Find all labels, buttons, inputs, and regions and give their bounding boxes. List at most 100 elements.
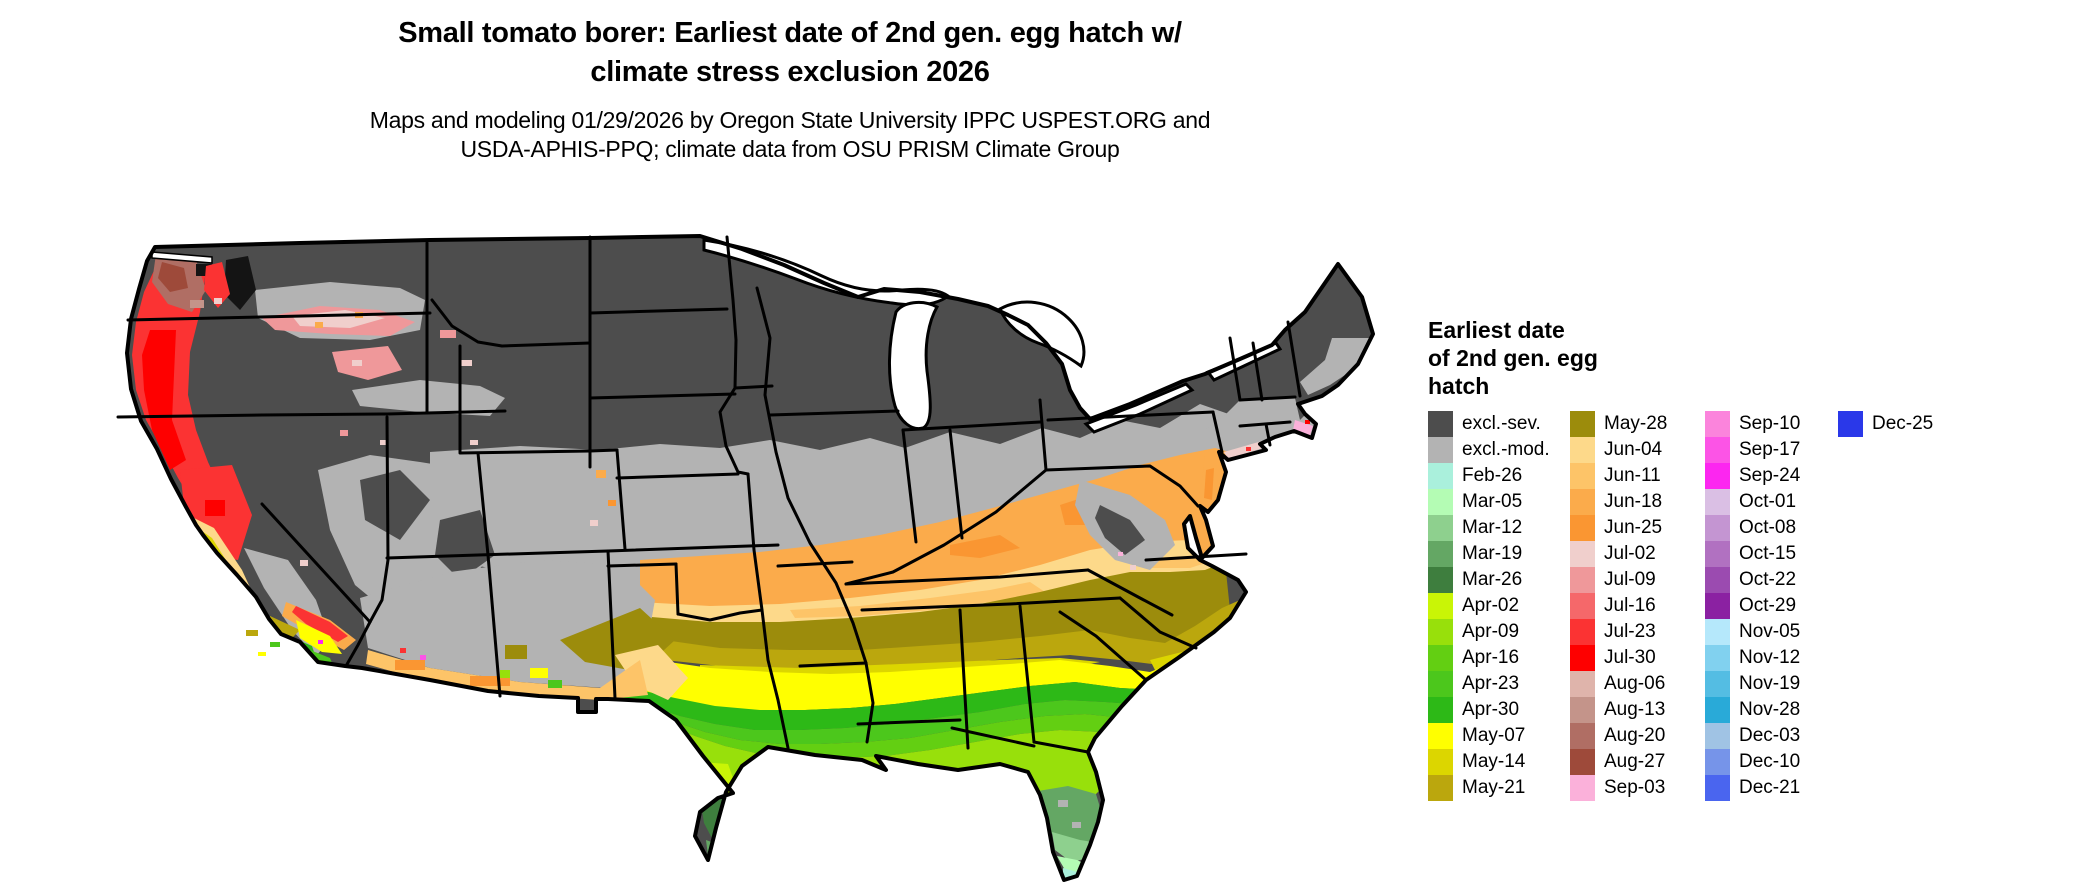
legend-swatch-sep10: [1705, 411, 1730, 437]
legend-row: Mar-12: [1428, 515, 1570, 541]
region-florida-gray-speck: [1058, 800, 1068, 807]
legend-label: Aug-27: [1604, 751, 1666, 772]
region-maine-coast-gray: [1300, 338, 1370, 395]
legend-swatch-dec03: [1705, 723, 1730, 749]
region-ncal-red-core: [205, 500, 225, 516]
legend-swatch-nov19: [1705, 671, 1730, 697]
legend-label: Apr-09: [1462, 621, 1520, 642]
region-socal-magenta-speck: [318, 640, 323, 644]
legend-label: Aug-13: [1604, 699, 1666, 720]
legend-row: Dec-10: [1705, 749, 1838, 775]
region-jun11-patch: [790, 582, 1045, 618]
legend-swatch-mar05: [1428, 489, 1453, 515]
legend-title-line-1: Earliest date: [1428, 317, 1565, 343]
region-border-magenta-speck: [420, 655, 426, 660]
legend-row: Mar-19: [1428, 541, 1570, 567]
region-frontrange-orange-speck: [608, 500, 616, 506]
legend-swatch-dec10: [1705, 749, 1730, 775]
legend-row: Sep-10: [1705, 411, 1838, 437]
legend-label: Mar-05: [1462, 491, 1523, 512]
region-apr30-band: [612, 672, 1200, 730]
legend-row: Oct-22: [1705, 567, 1838, 593]
region-border-orange: [395, 660, 425, 670]
page-title: Small tomato borer: Earliest date of 2nd…: [0, 14, 1580, 92]
legend-title-line-2: of 2nd gen. egg: [1428, 345, 1598, 371]
header: Small tomato borer: Earliest date of 2nd…: [0, 14, 1580, 164]
legend-label: Sep-17: [1739, 439, 1801, 460]
legend-row: Mar-26: [1428, 567, 1570, 593]
legend-swatch-jul30: [1570, 645, 1595, 671]
region-neoregon-pink-speck: [352, 360, 362, 366]
legend-swatch-excl_sev: [1428, 411, 1453, 437]
legend-row: Oct-01: [1705, 489, 1838, 515]
region-idaho-pink-speck: [460, 360, 472, 366]
legend-row: Feb-26: [1428, 463, 1570, 489]
legend-label: Jun-25: [1604, 517, 1663, 538]
legend-row: Jul-02: [1570, 541, 1705, 567]
legend-swatch-sep17: [1705, 437, 1730, 463]
region-coast-red: [132, 262, 232, 528]
region-jun04-band: [640, 536, 1225, 626]
region-cavalley-may21: [234, 630, 258, 676]
legend-swatch-aug20: [1570, 723, 1595, 749]
legend-label: Jul-30: [1604, 647, 1656, 668]
state-borders: [116, 235, 1302, 754]
region-nevada-dark-patch: [360, 470, 430, 540]
legend-swatch-mar19: [1428, 541, 1453, 567]
legend-row: Nov-19: [1705, 671, 1838, 697]
legend-label: Jun-11: [1604, 465, 1661, 486]
legend-row: Apr-16: [1428, 645, 1570, 671]
legend-label: May-21: [1462, 777, 1526, 798]
legend-label: excl.-sev.: [1462, 413, 1541, 434]
legend-row: Jul-23: [1570, 619, 1705, 645]
legend-swatch-jun04: [1570, 437, 1595, 463]
region-puget-red: [204, 262, 230, 308]
legend-row: Jun-11: [1570, 463, 1705, 489]
legend-swatch-jul23: [1570, 619, 1595, 645]
legend-label: Jun-04: [1604, 439, 1663, 460]
subtitle-line-1: Maps and modeling 01/29/2026 by Oregon S…: [369, 107, 1211, 133]
legend-swatch-may28: [1570, 411, 1595, 437]
region-capecod-red-speck: [1305, 420, 1310, 424]
legend-label: Jul-23: [1604, 621, 1656, 642]
legend-row: Dec-25: [1838, 411, 1933, 437]
region-frontrange-pink-speck: [590, 520, 598, 526]
region-seaz-green: [500, 670, 510, 678]
region-columbia-orange-speck: [315, 322, 323, 328]
legend-label: Apr-16: [1462, 647, 1520, 668]
legend-label: Dec-10: [1739, 751, 1801, 772]
lake-huron: [998, 300, 1086, 369]
region-apr23-band: [625, 690, 1185, 744]
region-cascades-dark: [224, 256, 256, 310]
region-may07-band: [605, 645, 1215, 710]
legend-swatch-nov12: [1705, 645, 1730, 671]
legend-swatch-jun11: [1570, 463, 1595, 489]
legend-label: Nov-28: [1739, 699, 1801, 720]
legend-row: May-28: [1570, 411, 1705, 437]
legend-swatch-dec25: [1838, 411, 1863, 437]
legend-label: Dec-25: [1872, 413, 1934, 434]
legend-column: May-28 Jun-04 Jun-11 Jun-18 Jun-25 Jul-02 Jul-…: [1570, 411, 1705, 801]
legend-label: Sep-10: [1739, 413, 1801, 434]
legend-label: Sep-24: [1739, 465, 1801, 486]
island-patch: [258, 652, 266, 656]
legend-label: Mar-12: [1462, 517, 1523, 538]
legend-swatch-mar26: [1428, 567, 1453, 593]
legend-row: Aug-20: [1570, 723, 1705, 749]
legend-swatch-jun25: [1570, 515, 1595, 541]
region-socal-yellow: [296, 620, 342, 654]
subtitle-line-2: USDA-APHIS-PPQ; climate data from OSU PR…: [460, 136, 1120, 162]
region-nc-pink-speck: [1118, 552, 1123, 556]
legend-row: Oct-15: [1705, 541, 1838, 567]
region-excl-moderate: [430, 392, 1373, 588]
legend-title: Earliest date of 2nd gen. egg hatch: [1428, 316, 2088, 400]
legend-row: Jun-18: [1570, 489, 1705, 515]
legend-swatch-nov28: [1705, 697, 1730, 723]
legend-label: Oct-15: [1739, 543, 1797, 564]
region-apr16-band: [650, 712, 1165, 758]
legend-row: May-07: [1428, 723, 1570, 749]
subtitle: Maps and modeling 01/29/2026 by Oregon S…: [0, 106, 1580, 164]
legend-title-line-3: hatch: [1428, 373, 1490, 399]
region-border-red-speck: [400, 648, 406, 653]
legend-swatch-may07: [1428, 723, 1453, 749]
